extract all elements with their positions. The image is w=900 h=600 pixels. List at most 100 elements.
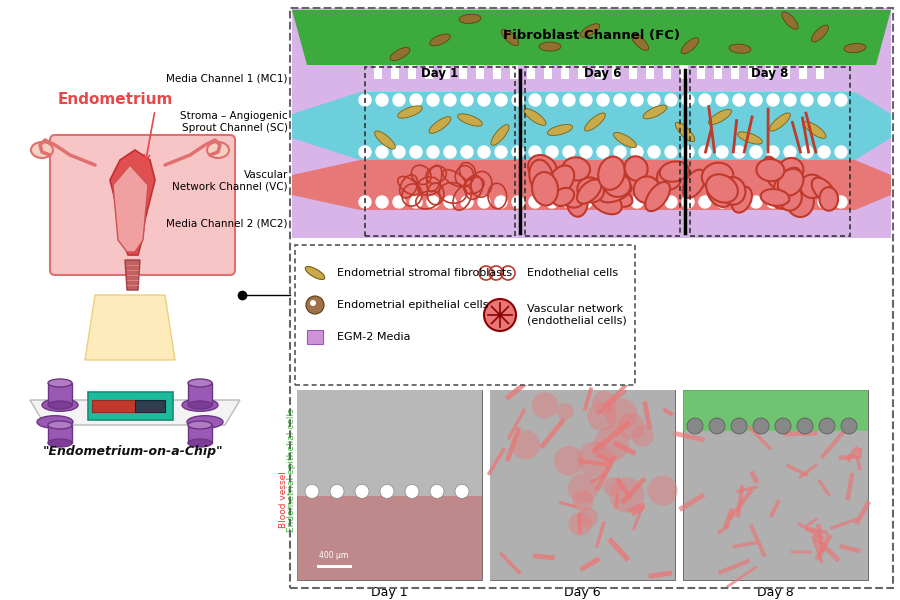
Circle shape <box>478 196 490 208</box>
Ellipse shape <box>782 12 798 29</box>
Circle shape <box>380 484 394 499</box>
Circle shape <box>444 146 456 158</box>
Circle shape <box>631 146 643 158</box>
Circle shape <box>495 94 507 106</box>
Circle shape <box>648 94 660 106</box>
Bar <box>714 65 722 79</box>
Circle shape <box>572 490 594 511</box>
Circle shape <box>614 146 626 158</box>
Circle shape <box>784 94 796 106</box>
Circle shape <box>592 391 616 415</box>
Ellipse shape <box>786 185 814 217</box>
Ellipse shape <box>524 109 546 125</box>
Bar <box>459 65 467 79</box>
Circle shape <box>461 196 473 208</box>
Circle shape <box>819 418 835 434</box>
Bar <box>48 425 72 443</box>
Ellipse shape <box>599 183 632 202</box>
Bar <box>683 390 868 580</box>
Circle shape <box>775 418 791 434</box>
Circle shape <box>835 196 847 208</box>
Bar <box>48 383 72 405</box>
Ellipse shape <box>645 182 670 211</box>
Polygon shape <box>855 195 891 210</box>
Circle shape <box>733 146 745 158</box>
Ellipse shape <box>539 42 561 51</box>
Ellipse shape <box>771 192 797 209</box>
Text: 400 µm: 400 µm <box>320 551 348 560</box>
Bar <box>490 390 675 580</box>
Text: Endometrial epithelial cells: Endometrial epithelial cells <box>337 300 489 310</box>
Bar <box>292 210 891 238</box>
Circle shape <box>818 94 830 106</box>
Circle shape <box>753 418 769 434</box>
Bar <box>697 65 705 79</box>
Circle shape <box>359 196 371 208</box>
Ellipse shape <box>708 109 732 125</box>
Circle shape <box>733 94 745 106</box>
Bar <box>391 65 399 79</box>
Ellipse shape <box>48 421 72 429</box>
Text: Day 8: Day 8 <box>752 67 788 80</box>
Circle shape <box>410 196 422 208</box>
Bar <box>92 400 137 412</box>
Bar <box>188 383 212 405</box>
Ellipse shape <box>760 189 789 206</box>
Circle shape <box>699 146 711 158</box>
Ellipse shape <box>625 156 648 181</box>
Circle shape <box>699 94 711 106</box>
Circle shape <box>405 484 419 499</box>
Bar <box>680 65 688 79</box>
Circle shape <box>665 196 677 208</box>
Ellipse shape <box>562 157 590 181</box>
Bar <box>292 92 891 160</box>
Circle shape <box>554 446 584 476</box>
Ellipse shape <box>634 176 660 203</box>
Polygon shape <box>855 92 891 114</box>
Bar <box>799 65 807 79</box>
Circle shape <box>716 196 728 208</box>
Circle shape <box>529 196 541 208</box>
Bar <box>561 65 569 79</box>
Ellipse shape <box>429 116 451 133</box>
Circle shape <box>427 146 439 158</box>
Ellipse shape <box>675 122 695 142</box>
Circle shape <box>784 146 796 158</box>
Circle shape <box>597 94 609 106</box>
Circle shape <box>444 94 456 106</box>
Bar <box>297 496 482 580</box>
Circle shape <box>648 146 660 158</box>
Circle shape <box>665 94 677 106</box>
Ellipse shape <box>683 170 706 198</box>
Circle shape <box>614 196 626 208</box>
Ellipse shape <box>732 187 752 212</box>
Circle shape <box>606 398 637 430</box>
Circle shape <box>359 94 371 106</box>
Polygon shape <box>855 160 891 175</box>
Text: EGM-2 Media: EGM-2 Media <box>337 332 410 342</box>
Text: Stroma – Angiogenic
Sprout Channel (SC): Stroma – Angiogenic Sprout Channel (SC) <box>180 111 288 133</box>
Ellipse shape <box>532 172 558 206</box>
Circle shape <box>835 94 847 106</box>
Ellipse shape <box>42 398 78 412</box>
Text: "Endometrium-on-a-Chip": "Endometrium-on-a-Chip" <box>42 445 223 458</box>
Bar <box>663 65 671 79</box>
Bar <box>425 65 433 79</box>
Ellipse shape <box>458 114 482 126</box>
Ellipse shape <box>681 38 698 54</box>
FancyBboxPatch shape <box>50 135 235 275</box>
Circle shape <box>767 196 779 208</box>
Circle shape <box>716 146 728 158</box>
Circle shape <box>750 196 762 208</box>
Bar <box>748 65 756 79</box>
Ellipse shape <box>37 416 73 428</box>
Ellipse shape <box>720 177 745 205</box>
Ellipse shape <box>604 173 630 197</box>
Ellipse shape <box>800 175 824 198</box>
Polygon shape <box>292 92 360 160</box>
Ellipse shape <box>31 142 53 158</box>
Text: Day 6: Day 6 <box>584 67 621 80</box>
Ellipse shape <box>501 29 518 46</box>
Polygon shape <box>855 92 891 160</box>
Circle shape <box>597 196 609 208</box>
